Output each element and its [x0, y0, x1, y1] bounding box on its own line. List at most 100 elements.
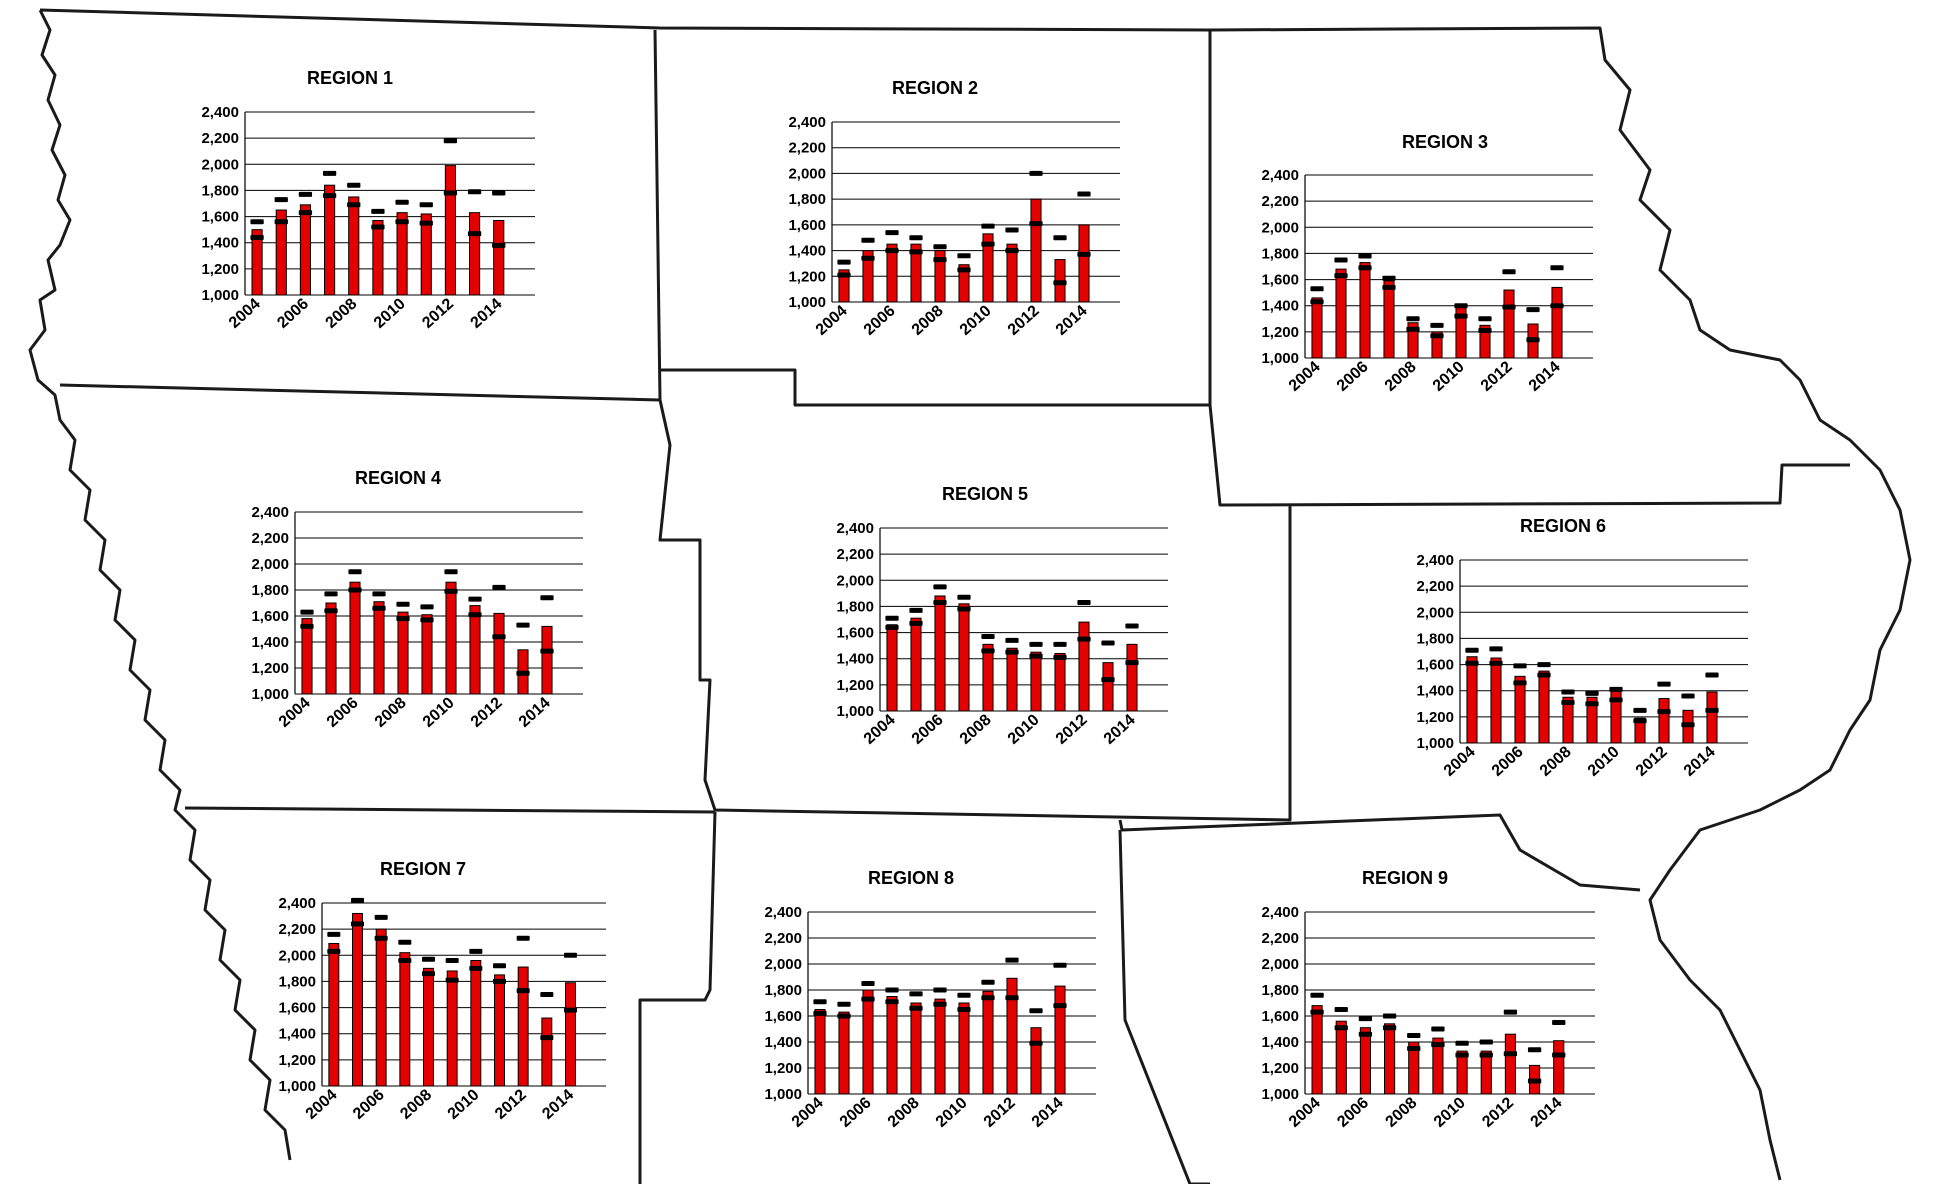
low-marker	[347, 202, 361, 208]
low-marker	[1005, 248, 1019, 254]
high-marker	[322, 170, 337, 176]
low-marker	[885, 999, 899, 1005]
x-tick-label: 2010	[420, 694, 458, 731]
low-marker	[444, 588, 458, 594]
high-marker	[1550, 265, 1564, 271]
low-marker	[468, 612, 482, 618]
y-tick-label: 1,600	[1261, 1008, 1299, 1025]
low-marker	[1465, 660, 1479, 666]
region-title: REGION 6	[1520, 516, 1606, 536]
x-tick-label: 2012	[1005, 302, 1043, 339]
high-marker	[1430, 322, 1444, 328]
state-outline	[28, 8, 1912, 1181]
low-marker	[274, 219, 288, 225]
high-marker	[957, 253, 971, 259]
bar	[445, 581, 457, 695]
bar	[375, 928, 387, 1087]
low-marker	[1431, 1042, 1445, 1048]
x-tick-label: 2006	[350, 1086, 388, 1123]
high-marker	[540, 992, 554, 997]
low-marker	[1550, 303, 1564, 309]
high-marker	[1382, 1013, 1397, 1019]
bar	[348, 196, 360, 296]
y-tick-label: 1,600	[1416, 657, 1454, 674]
bar	[1586, 696, 1598, 744]
x-tick-label: 2006	[1334, 1094, 1372, 1131]
y-tick-label: 1,400	[764, 1034, 802, 1051]
y-tick-label: 1,000	[1261, 1086, 1299, 1103]
low-marker	[1513, 680, 1527, 686]
low-marker	[1633, 718, 1647, 724]
low-marker	[371, 224, 385, 230]
x-tick-label: 2008	[957, 711, 995, 748]
bar	[565, 982, 576, 1087]
bar	[420, 213, 432, 296]
y-tick-label: 1,000	[251, 686, 289, 703]
y-tick-label: 1,600	[788, 217, 826, 234]
y-tick-label: 1,000	[278, 1078, 316, 1095]
bar	[493, 612, 505, 695]
bar	[352, 912, 363, 1087]
bar	[1431, 331, 1443, 359]
y-tick-label: 2,400	[278, 895, 316, 912]
x-tick-label: 2014	[1029, 1094, 1067, 1131]
region-title: REGION 9	[1362, 868, 1448, 888]
high-marker	[1503, 1009, 1518, 1015]
y-tick-label: 2,200	[764, 930, 802, 947]
bar	[517, 966, 529, 1087]
high-marker	[298, 191, 313, 197]
low-marker	[1310, 299, 1324, 305]
y-tick-label: 1,400	[1261, 1034, 1299, 1051]
low-marker	[1334, 1025, 1348, 1031]
y-tick-label: 2,200	[836, 546, 874, 563]
y-tick-label: 1,000	[1261, 350, 1299, 367]
high-marker	[1513, 663, 1527, 669]
x-tick-label: 2008	[397, 1086, 435, 1123]
bar	[982, 990, 994, 1095]
y-tick-label: 1,800	[1416, 630, 1454, 647]
bar	[446, 970, 458, 1087]
region-chart-9: REGION 9 1,000 1,200 1,400 1,600 1,800 2,000 2,…	[1261, 868, 1595, 1131]
high-marker	[396, 601, 410, 607]
high-marker	[957, 594, 971, 600]
high-marker	[1502, 269, 1516, 275]
low-marker	[443, 190, 458, 196]
high-marker	[981, 979, 995, 985]
x-tick-label: 2008	[372, 694, 410, 731]
x-tick-label: 2014	[468, 295, 506, 332]
y-tick-label: 1,800	[764, 982, 802, 999]
y-tick-label: 2,400	[1261, 904, 1299, 921]
high-marker	[813, 999, 827, 1005]
high-marker	[1455, 1040, 1469, 1046]
y-tick-label: 1,000	[1416, 735, 1454, 752]
x-tick-label: 2012	[468, 694, 506, 731]
low-marker	[516, 670, 530, 676]
bar	[1432, 1037, 1444, 1095]
bar	[421, 614, 433, 695]
high-marker	[885, 230, 899, 236]
y-tick-label: 1,400	[836, 651, 874, 668]
low-marker	[885, 624, 899, 630]
low-marker	[1681, 722, 1695, 728]
low-marker	[492, 242, 506, 248]
low-marker	[909, 1005, 923, 1011]
high-marker	[250, 219, 264, 225]
high-marker	[1077, 191, 1091, 197]
x-tick-label: 2010	[1005, 711, 1043, 748]
region-title: REGION 2	[892, 78, 978, 98]
low-marker	[492, 634, 506, 640]
y-tick-label: 1,800	[251, 582, 289, 599]
x-tick-label: 2010	[1431, 1094, 1469, 1131]
y-tick-label: 2,200	[278, 921, 316, 938]
high-marker	[933, 987, 947, 993]
high-marker	[395, 199, 409, 205]
low-marker	[445, 977, 459, 983]
bar	[469, 605, 481, 695]
bar	[275, 209, 287, 296]
low-marker	[322, 193, 337, 199]
low-marker	[957, 267, 971, 273]
bar	[910, 243, 922, 303]
low-marker	[1053, 654, 1067, 660]
low-marker	[298, 210, 313, 216]
low-marker	[1430, 333, 1444, 339]
